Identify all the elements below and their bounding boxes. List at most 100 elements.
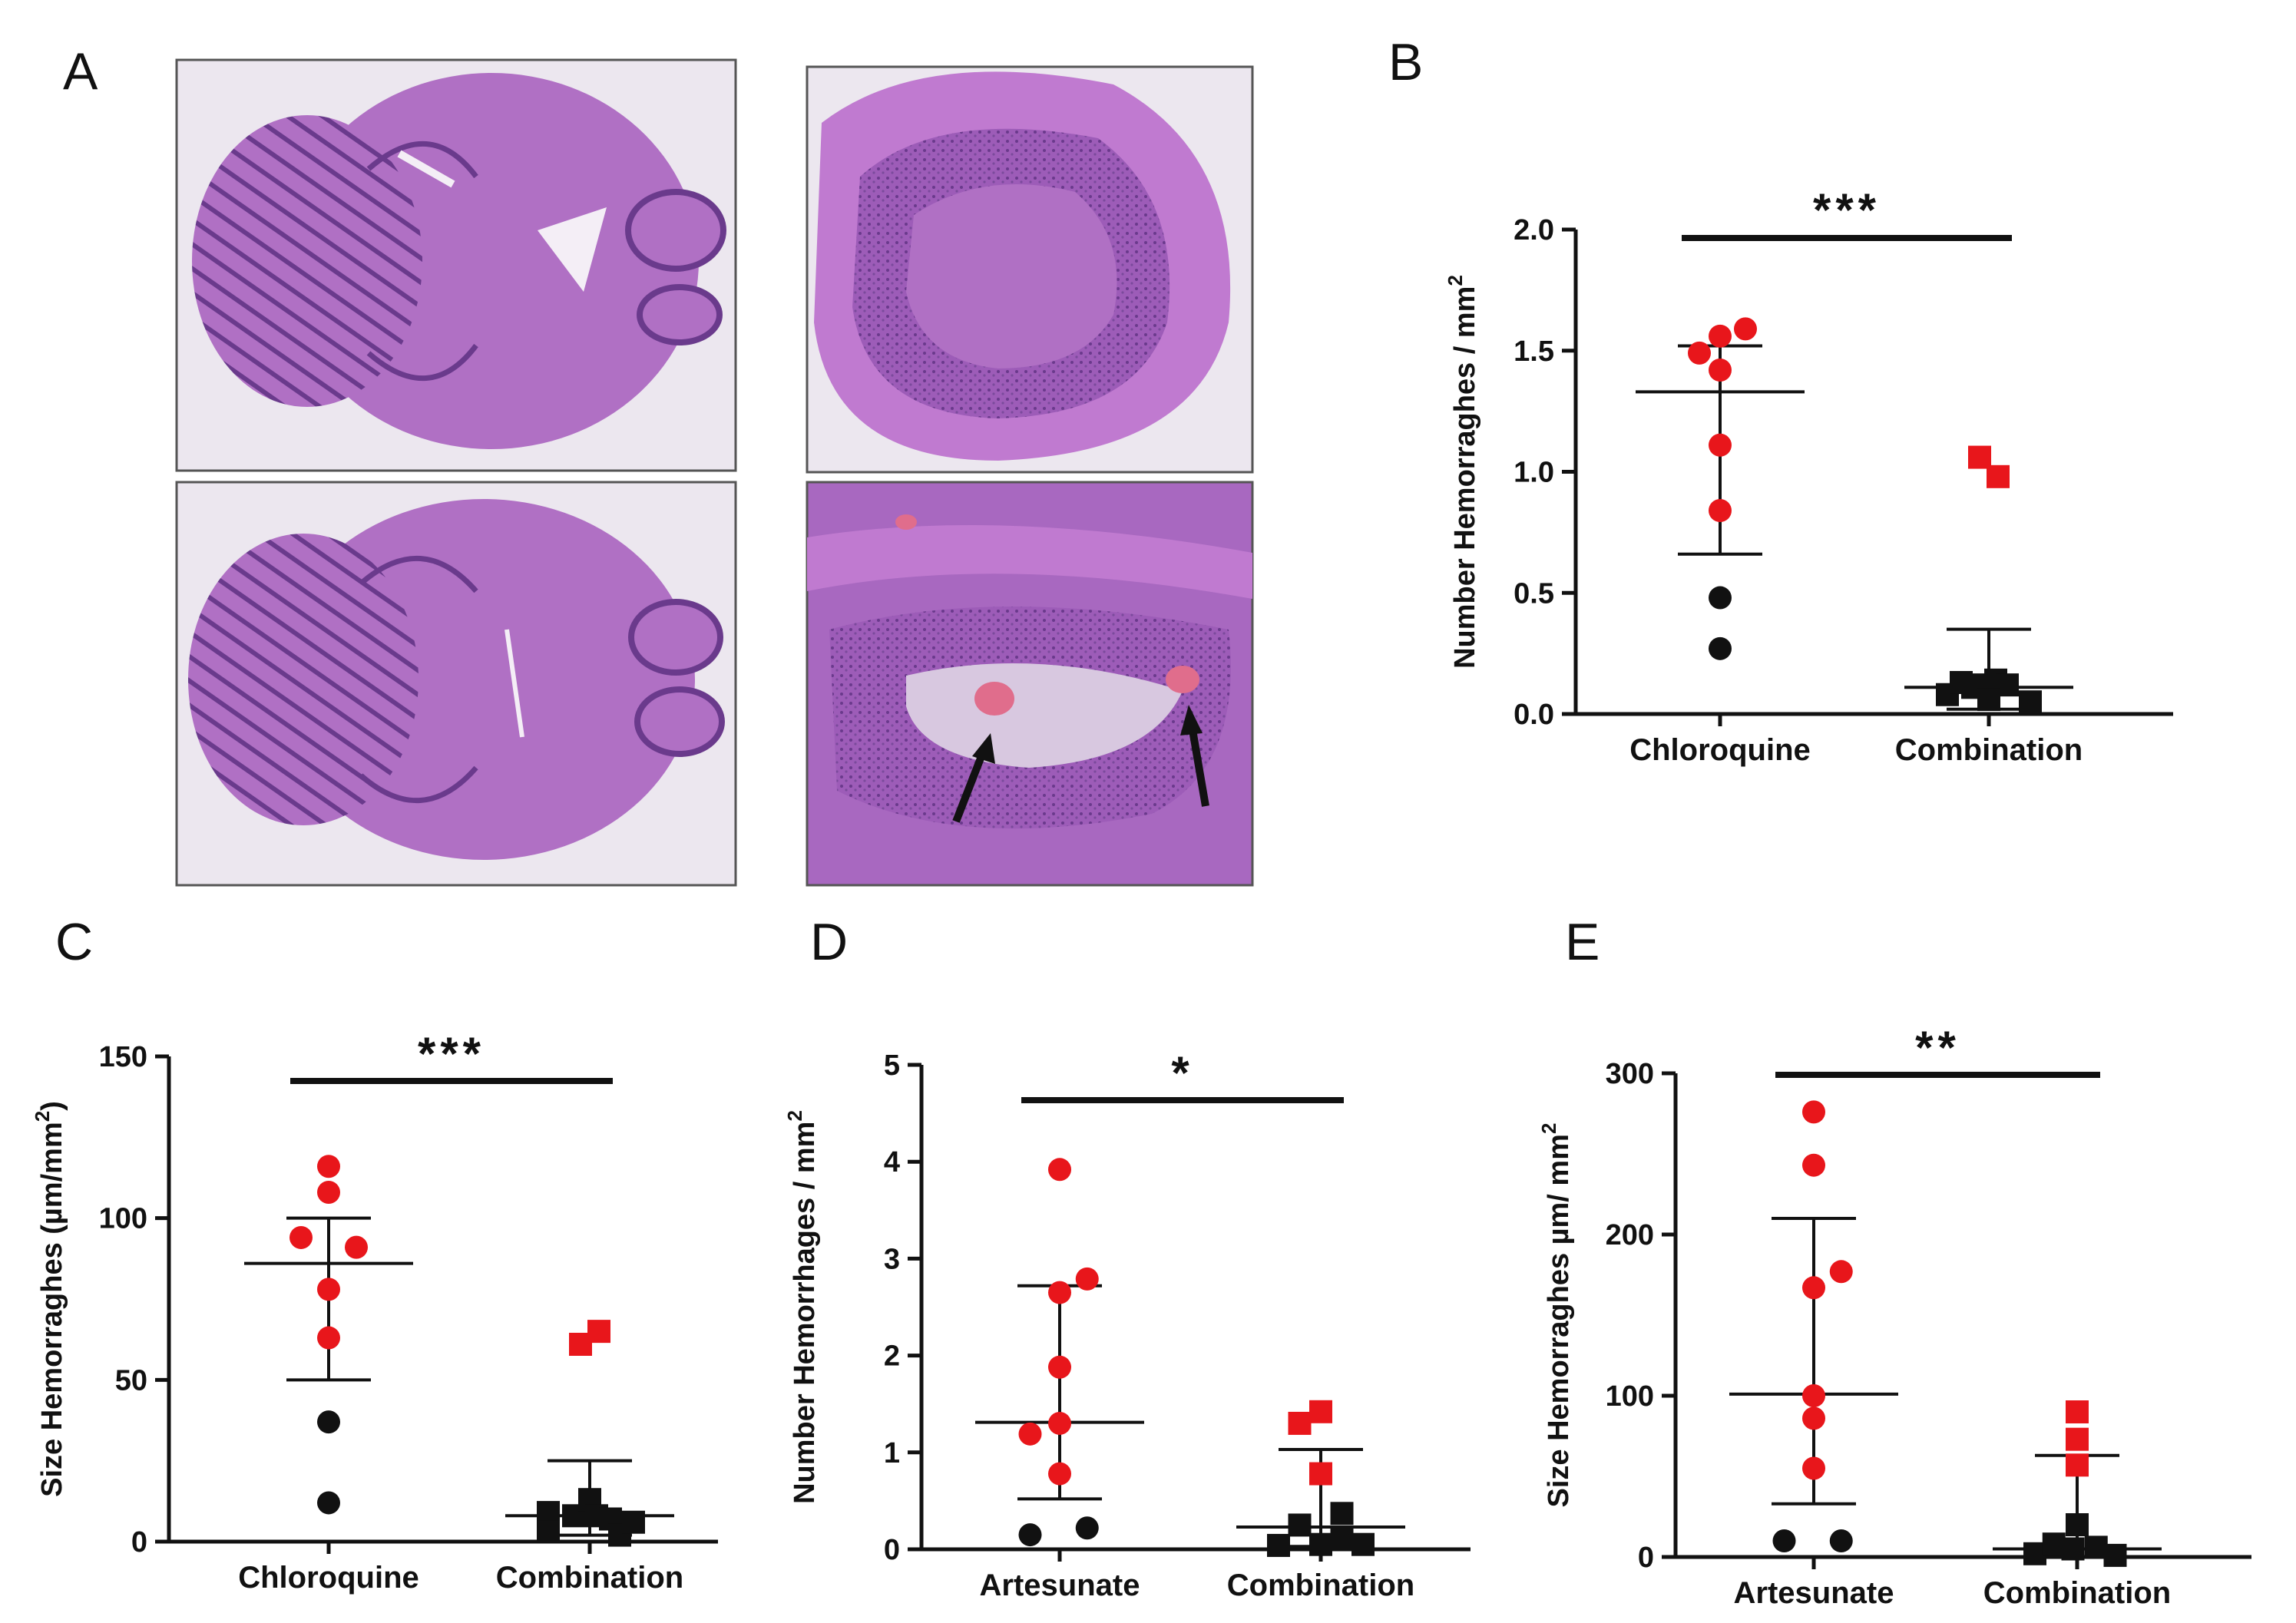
data-point-red — [317, 1180, 340, 1204]
y-tick-label: 1.5 — [1514, 336, 1554, 368]
data-point-red — [1802, 1153, 1825, 1177]
data-point-black — [2066, 1513, 2089, 1536]
panel-letter-a: A — [63, 42, 98, 101]
x-category-label: Combination — [1227, 1568, 1414, 1602]
y-axis-title-superscript: 2 — [1444, 275, 1467, 286]
y-tick-label: 1 — [884, 1437, 900, 1469]
y-axis-title-text: Number Hemorraghes / mm — [1449, 286, 1481, 669]
data-point-red — [1309, 1462, 1332, 1486]
histology-whole-brain-top — [175, 58, 737, 472]
data-point-red — [587, 1320, 610, 1344]
y-tick-label: 50 — [115, 1364, 147, 1397]
data-point-black — [537, 1501, 560, 1525]
data-point-red — [1048, 1355, 1071, 1379]
x-category-label: Chloroquine — [238, 1561, 419, 1595]
data-point-black — [317, 1410, 340, 1434]
y-tick-label: 2 — [884, 1340, 900, 1373]
y-axis-title-text: Size Hemorraghes µm/ mm — [1543, 1134, 1575, 1508]
data-point-black — [622, 1510, 645, 1534]
y-tick-label: 100 — [1606, 1380, 1654, 1413]
y-tick-label: 4 — [884, 1146, 900, 1178]
y-tick-label: 0.0 — [1514, 699, 1554, 731]
data-point-red — [1802, 1456, 1825, 1480]
data-point-red — [1709, 433, 1732, 457]
data-point-red — [2066, 1453, 2089, 1477]
data-point-black — [1977, 688, 2000, 712]
data-point-black — [1075, 1516, 1099, 1540]
data-point-red — [2066, 1400, 2089, 1423]
data-point-black — [1709, 586, 1732, 610]
data-point-black — [1330, 1525, 1354, 1549]
y-axis-title: Size Hemorraghes (µm/mm2) — [31, 1101, 68, 1497]
y-axis-title-suffix: ) — [36, 1101, 68, 1111]
significance-label: *** — [418, 1028, 485, 1079]
y-axis-title-superscript: 2 — [31, 1111, 54, 1122]
data-point-red — [1968, 445, 1991, 469]
data-point-red — [1829, 1260, 1853, 1284]
x-category-label: Chloroquine — [1629, 733, 1811, 767]
x-category-label: Combination — [1983, 1576, 2171, 1610]
y-axis-title-text: Size Hemorraghes (µm/mm — [36, 1122, 68, 1497]
y-tick-label: 2.0 — [1514, 214, 1554, 246]
data-point-red — [289, 1225, 313, 1249]
significance-label: ** — [1915, 1022, 1960, 1073]
data-point-black — [1309, 1532, 1332, 1556]
data-point-red — [1709, 324, 1732, 348]
data-point-black — [1709, 636, 1732, 660]
data-point-red — [1309, 1400, 1332, 1423]
panel-letter-d: D — [810, 913, 848, 971]
data-point-red — [1288, 1411, 1312, 1435]
data-point-black — [1267, 1533, 1290, 1557]
data-point-red — [1734, 317, 1757, 341]
data-point-red — [1018, 1422, 1042, 1446]
x-category-label: Artesunate — [980, 1568, 1140, 1602]
data-point-black — [2103, 1543, 2127, 1567]
x-category-label: Combination — [496, 1561, 683, 1595]
chart-d-number-hemorrhages: 0 1 2 3 4 5 Artesunate Combination Number Hemorr… — [783, 1047, 1471, 1602]
data-point-red — [1987, 464, 2010, 488]
data-point-red — [1048, 1462, 1071, 1486]
data-point-red — [1709, 498, 1732, 522]
data-point-red — [1688, 341, 1711, 365]
x-category-label: Artesunate — [1734, 1576, 1894, 1610]
data-point-red — [1075, 1267, 1099, 1291]
data-point-red — [1048, 1158, 1071, 1182]
data-point-red — [317, 1155, 340, 1178]
significance-label: * — [1171, 1047, 1193, 1099]
y-tick-label: 0.5 — [1514, 577, 1554, 610]
panel-letter-c: C — [55, 913, 93, 971]
data-point-black — [1288, 1513, 1312, 1537]
histology-whole-brain-bottom — [175, 481, 737, 887]
data-point-black — [317, 1491, 340, 1515]
data-point-red — [1802, 1384, 1825, 1407]
data-point-red — [1802, 1406, 1825, 1430]
y-tick-label: 3 — [884, 1243, 900, 1275]
panel-letter-b: B — [1388, 33, 1423, 91]
significance-label: *** — [1813, 184, 1881, 236]
y-axis-title-superscript: 2 — [783, 1110, 806, 1121]
data-point-black — [2019, 690, 2042, 714]
histology-cerebellum-hemorrhage — [806, 481, 1254, 887]
panel-letter-e: E — [1565, 913, 1600, 971]
y-tick-label: 0 — [1638, 1542, 1654, 1574]
data-point-red — [1709, 358, 1732, 382]
histology-cerebellum-top — [806, 65, 1254, 474]
data-point-red — [1048, 1281, 1071, 1304]
data-point-black — [1018, 1523, 1042, 1547]
data-point-red — [1048, 1411, 1071, 1435]
y-tick-label: 100 — [99, 1203, 147, 1235]
y-tick-label: 5 — [884, 1049, 900, 1082]
data-point-black — [537, 1520, 560, 1544]
y-axis-title-text: Number Hemorrhages / mm — [789, 1122, 821, 1504]
y-tick-label: 1.0 — [1514, 457, 1554, 489]
y-tick-label: 0 — [131, 1526, 147, 1559]
data-point-black — [1829, 1529, 1853, 1552]
y-tick-label: 300 — [1606, 1058, 1654, 1090]
x-category-label: Combination — [1895, 733, 2083, 767]
y-tick-label: 0 — [884, 1534, 900, 1566]
chart-e-size-hemorraghes: 0 100 200 300 Artesunate Combination Size Hemo… — [1537, 1022, 2251, 1610]
y-axis-title: Number Hemorrhages / mm2 — [783, 1110, 821, 1504]
y-tick-label: 150 — [99, 1041, 147, 1073]
data-point-red — [1802, 1100, 1825, 1124]
